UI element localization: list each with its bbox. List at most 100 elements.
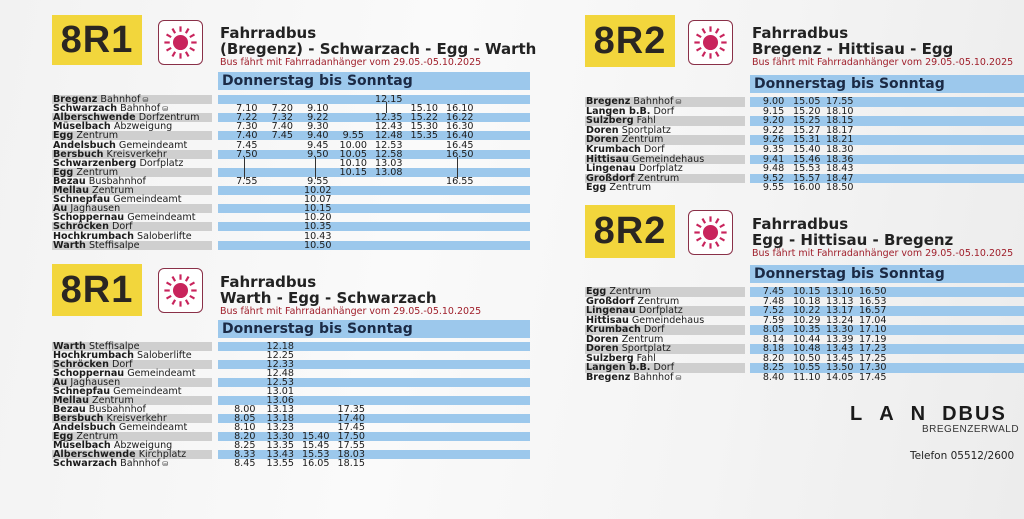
station-town: Lingenau — [586, 163, 636, 175]
departure-time: 10.18 — [793, 295, 821, 307]
station-name: Egg Zentrum — [52, 167, 212, 177]
departure-time: 17.35 — [337, 404, 365, 415]
station-stop: Gemeindeamt — [127, 368, 196, 379]
departure-time: 8.45 — [234, 458, 256, 469]
departure-time: 13.35 — [266, 440, 294, 451]
station-stop: Zentrum — [637, 295, 680, 307]
station-name: Schröcken Dorf — [52, 360, 212, 369]
departure-time: 13.30 — [826, 324, 854, 335]
station-stop: Kirchplatz — [138, 449, 187, 460]
station-name: Sulzberg Fahl — [585, 352, 745, 364]
departure-time: 12.25 — [266, 350, 294, 361]
departure-time: 15.27 — [793, 124, 821, 136]
departure-times: 12.25 — [218, 350, 530, 361]
departure-time: 12.53 — [375, 139, 403, 151]
station-name: Hochkrumbach Saloberlifte — [52, 350, 212, 361]
station-stop: Dorf — [643, 324, 665, 335]
departure-times: 8.05 13.18 17.40 — [218, 414, 530, 423]
bike-parking-icon: ⛁ — [140, 96, 149, 104]
departure-time: 10.00 — [339, 139, 367, 151]
departure-time: 18.21 — [826, 134, 854, 146]
departure-time: 13.50 — [826, 362, 854, 373]
departure-time: 10.35 — [304, 221, 332, 233]
station-name: Krumbach Dorf — [585, 325, 745, 335]
departure-time: 17.55 — [826, 96, 854, 107]
station-name: Schoppernau Gemeindeamt — [52, 368, 212, 379]
station-town: Schwarzach — [53, 458, 118, 469]
station-stop: Sportplatz — [621, 124, 671, 136]
departure-times: 7.45 10.15 13.10 16.50 — [750, 287, 1024, 297]
departure-time: 16.10 — [446, 103, 474, 115]
station-town: Bregenz — [53, 94, 98, 105]
station-stop: Zentrum — [637, 172, 680, 184]
station-stop: Dorfplatz — [638, 163, 683, 175]
departure-time: 9.45 — [307, 139, 329, 151]
route-title: Fahrradbus Egg - Hittisau - Bregenz Bus fä… — [752, 216, 1013, 259]
station-name: Doren Zentrum — [585, 135, 745, 145]
departure-time: 16.57 — [859, 305, 887, 316]
departure-times: 8.20 10.50 13.45 17.25 — [750, 353, 1024, 364]
departure-time: 13.55 — [266, 458, 294, 469]
station-stop: Dorf — [111, 359, 133, 370]
departure-time: 17.55 — [337, 440, 365, 451]
station-town: Bregenz — [586, 371, 631, 383]
departure-time: 10.02 — [304, 185, 332, 196]
station-name: Egg Zentrum — [585, 183, 745, 193]
station-stop: Kreisverkehr — [106, 413, 167, 424]
station-stop: Zentrum — [609, 286, 652, 297]
departure-time: 15.10 — [410, 103, 438, 115]
station-name: Hochkrumbach Saloberlifte — [52, 231, 212, 241]
station-town: Großdorf — [586, 172, 635, 184]
station-stop: Jaghausen — [70, 377, 121, 388]
departure-time: 16.22 — [446, 112, 474, 124]
departure-times: 9.20 15.25 18.15 — [750, 116, 1024, 126]
departure-times: 8.33 13.43 15.53 18.03 — [218, 450, 530, 459]
departure-times: 10.02 — [218, 186, 530, 195]
station-town: Au — [53, 203, 68, 215]
service-name: Fahrradbus — [752, 24, 849, 42]
station-name: Schwarzach Bahnhof ⛁ — [52, 104, 212, 114]
departure-times: 12.33 — [218, 360, 530, 369]
pass-through-line — [314, 156, 316, 170]
departure-times: 12.53 — [218, 378, 530, 387]
station-town: Sulzberg — [586, 352, 634, 364]
departure-time: 13.23 — [266, 422, 294, 433]
departure-time: 7.50 — [236, 148, 258, 160]
station-name: Schwarzenberg Dorfplatz — [52, 157, 212, 169]
departure-time: 15.40 — [793, 144, 821, 155]
route-title: Fahrradbus (Bregenz) - Schwarzach - Egg -… — [220, 25, 536, 68]
station-town: Andelsbuch — [53, 139, 116, 151]
station-name: Egg Zentrum — [585, 287, 745, 297]
departure-times: 7.40 7.45 9.40 9.55 12.48 15.35 16.40 — [218, 131, 530, 141]
station-town: Warth — [53, 341, 86, 352]
departure-time: 9.35 — [762, 144, 785, 155]
station-town: Au — [53, 377, 68, 388]
station-town: Schwarzenberg — [53, 157, 137, 169]
departure-time: 9.52 — [762, 172, 785, 184]
station-name: Bregenz Bahnhof ⛁ — [585, 97, 745, 107]
station-stop: Bahnhof — [100, 94, 141, 105]
departure-time: 18.36 — [826, 153, 854, 165]
route-badge: 8R2 — [585, 205, 675, 258]
departure-times: 7.45 9.45 10.00 12.53 16.45 — [218, 139, 530, 151]
departure-time: 16.55 — [446, 175, 474, 187]
station-town: Schröcken — [53, 359, 109, 370]
station-stop: Dorfplatz — [139, 157, 184, 169]
departure-time: 9.22 — [307, 112, 329, 124]
departure-time: 10.20 — [304, 212, 332, 224]
route-badge: 8R1 — [52, 264, 142, 316]
departure-time: 13.43 — [826, 343, 854, 354]
station-town: Krumbach — [586, 324, 641, 335]
departure-time: 10.22 — [793, 305, 821, 316]
station-name: Andelsbuch Gemeindeamt — [52, 139, 212, 151]
bike-parking-icon: ⛁ — [160, 460, 169, 468]
service-name: Fahrradbus — [752, 215, 849, 233]
departure-time: 18.15 — [337, 458, 365, 469]
departure-time: 8.25 — [762, 362, 785, 373]
station-stop: Steffisalpe — [88, 239, 140, 251]
station-town: Mellau — [53, 185, 89, 196]
departure-time: 15.31 — [793, 134, 821, 146]
departure-time: 10.48 — [793, 343, 821, 354]
station-name: Bezau Busbahnhof — [52, 177, 212, 187]
station-stop: Saloberlifte — [137, 350, 192, 361]
